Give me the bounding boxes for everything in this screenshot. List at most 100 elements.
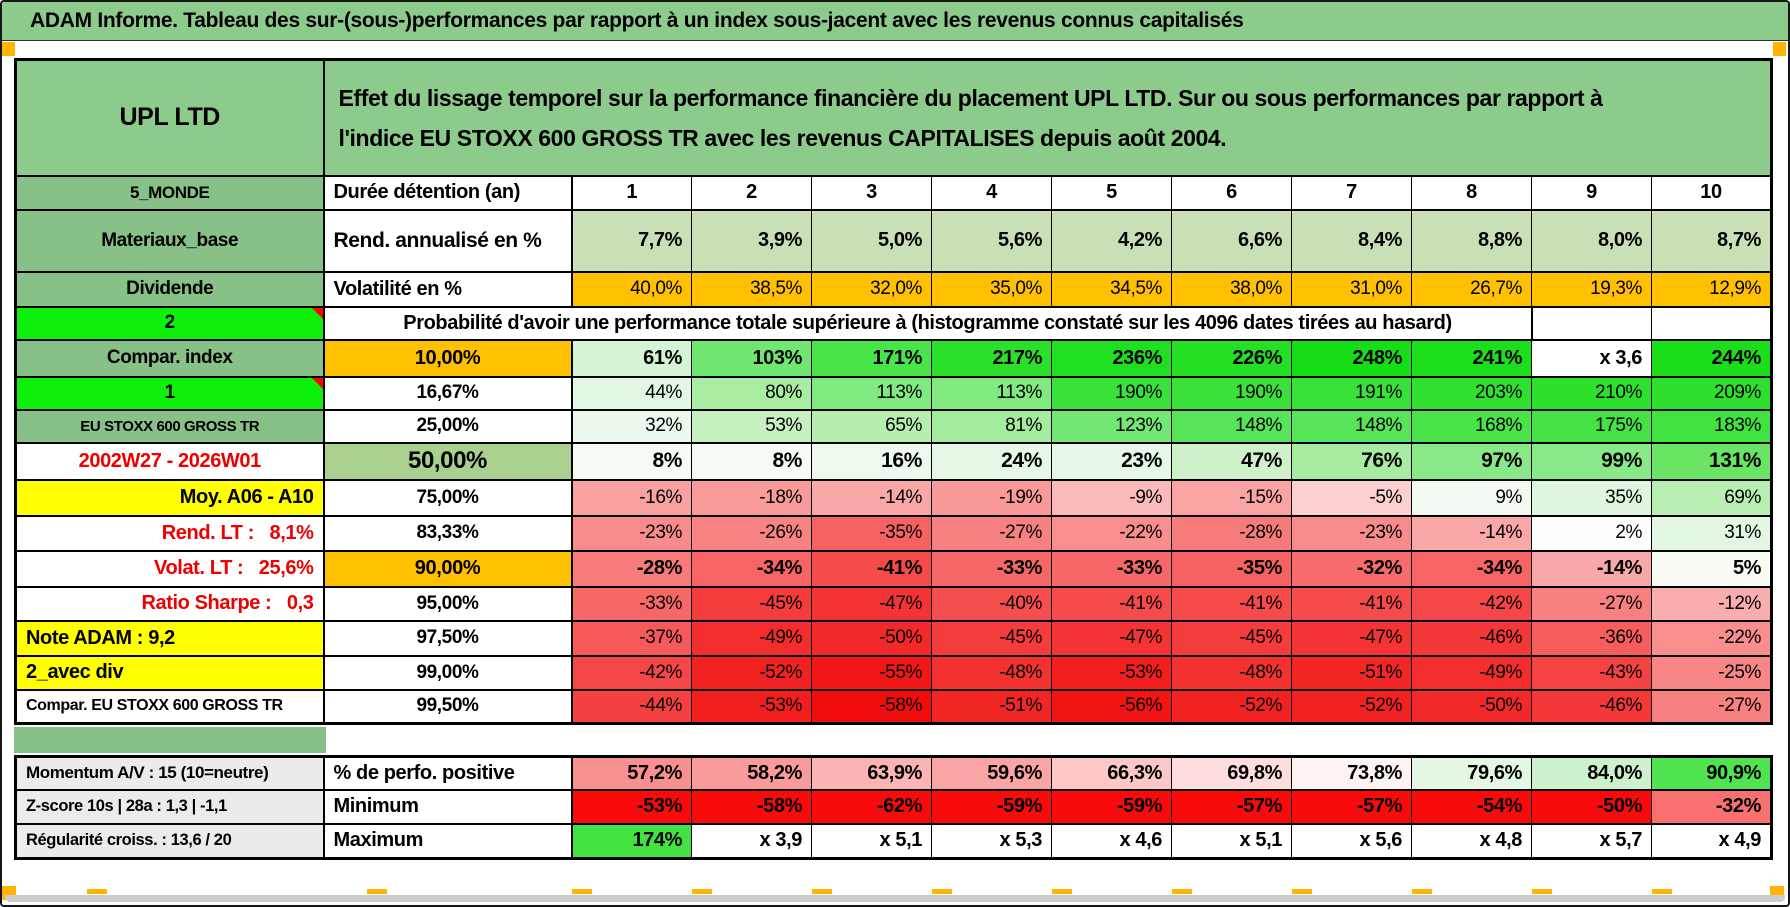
data-cell[interactable]: 123% <box>1051 408 1172 444</box>
data-cell[interactable]: 8% <box>571 441 692 481</box>
data-cell[interactable]: 9% <box>1411 478 1532 517</box>
data-cell[interactable]: 44% <box>571 375 692 411</box>
row-label[interactable]: Note ADAM : 9,2 <box>15 619 325 657</box>
row-head[interactable]: 25,00% <box>323 408 573 444</box>
data-cell[interactable]: -28% <box>571 549 692 588</box>
data-cell[interactable]: -23% <box>571 514 692 552</box>
data-cell[interactable]: 24% <box>931 441 1052 481</box>
data-cell[interactable]: -47% <box>811 585 932 622</box>
data-cell[interactable] <box>1650 305 1773 341</box>
data-cell[interactable]: x 5,7 <box>1531 822 1652 860</box>
data-cell[interactable]: x 3,9 <box>691 822 812 860</box>
data-cell[interactable]: 4 <box>931 174 1052 211</box>
data-cell[interactable]: -22% <box>1650 619 1773 657</box>
data-cell[interactable]: 35,0% <box>931 270 1052 308</box>
data-cell[interactable]: 63,9% <box>811 755 932 791</box>
data-cell[interactable]: 1 <box>571 174 692 211</box>
data-cell[interactable]: 209% <box>1650 375 1773 411</box>
row-head[interactable]: 83,33% <box>323 514 573 552</box>
data-cell[interactable]: -57% <box>1291 788 1412 825</box>
data-cell[interactable]: -52% <box>691 654 812 691</box>
row-head[interactable]: Minimum <box>323 788 573 825</box>
row-label[interactable]: 2 <box>15 305 325 341</box>
data-cell[interactable]: -48% <box>931 654 1052 691</box>
data-cell[interactable]: 8,8% <box>1411 208 1532 273</box>
data-cell[interactable]: 113% <box>811 375 932 411</box>
data-cell[interactable]: 34,5% <box>1051 270 1172 308</box>
row-label[interactable]: 2002W27 - 2026W01 <box>15 441 325 481</box>
data-cell[interactable]: 103% <box>691 338 812 378</box>
data-cell[interactable]: 148% <box>1171 408 1292 444</box>
data-cell[interactable]: -41% <box>1291 585 1412 622</box>
data-cell[interactable]: -54% <box>1411 788 1532 825</box>
data-cell[interactable]: 5,6% <box>931 208 1052 273</box>
row-head[interactable]: 10,00% <box>323 338 573 378</box>
data-cell[interactable]: 8,4% <box>1291 208 1412 273</box>
row-label[interactable]: Rend. LT : 8,1% <box>15 514 325 552</box>
row-head[interactable]: 99,00% <box>323 654 573 691</box>
data-cell[interactable]: x 4,6 <box>1051 822 1172 860</box>
data-cell[interactable]: 84,0% <box>1531 755 1652 791</box>
row-head[interactable]: 90,00% <box>323 549 573 588</box>
data-cell[interactable]: -49% <box>691 619 812 657</box>
data-cell[interactable]: 80% <box>691 375 812 411</box>
data-cell[interactable]: 26,7% <box>1411 270 1532 308</box>
row-head[interactable]: 16,67% <box>323 375 573 411</box>
data-cell[interactable]: 79,6% <box>1411 755 1532 791</box>
data-cell[interactable]: -41% <box>811 549 932 588</box>
data-cell[interactable]: 8% <box>691 441 812 481</box>
data-cell[interactable]: -42% <box>571 654 692 691</box>
data-cell[interactable]: -27% <box>1531 585 1652 622</box>
data-cell[interactable]: 191% <box>1291 375 1412 411</box>
data-cell[interactable]: 38,0% <box>1171 270 1292 308</box>
row-label[interactable]: Dividende <box>15 270 325 308</box>
data-cell[interactable]: 90,9% <box>1651 755 1772 791</box>
data-cell[interactable]: -34% <box>1411 549 1532 588</box>
data-cell[interactable]: 47% <box>1171 441 1292 481</box>
data-cell[interactable]: -45% <box>1171 619 1292 657</box>
data-cell[interactable]: 61% <box>571 338 692 378</box>
data-cell[interactable]: -37% <box>571 619 692 657</box>
data-cell[interactable]: 175% <box>1531 408 1652 444</box>
data-cell[interactable]: -18% <box>691 478 812 517</box>
data-cell[interactable]: -25% <box>1650 654 1773 691</box>
data-cell[interactable]: -9% <box>1051 478 1172 517</box>
data-cell[interactable]: 8 <box>1411 174 1532 211</box>
data-cell[interactable]: 81% <box>931 408 1052 444</box>
data-cell[interactable]: -59% <box>1051 788 1172 825</box>
data-cell[interactable]: 31,0% <box>1291 270 1412 308</box>
data-cell[interactable]: -14% <box>1411 514 1532 552</box>
data-cell[interactable]: -46% <box>1531 688 1652 725</box>
data-cell[interactable]: -48% <box>1171 654 1292 691</box>
row-label[interactable]: Compar. EU STOXX 600 GROSS TR <box>15 688 325 725</box>
data-cell[interactable]: 23% <box>1051 441 1172 481</box>
data-cell[interactable]: 2 <box>691 174 812 211</box>
data-cell[interactable]: 31% <box>1650 514 1773 552</box>
data-cell[interactable]: -51% <box>931 688 1052 725</box>
data-cell[interactable]: -22% <box>1051 514 1172 552</box>
data-cell[interactable]: -53% <box>571 788 692 825</box>
data-cell[interactable]: 7,7% <box>571 208 692 273</box>
data-cell[interactable]: -15% <box>1171 478 1292 517</box>
data-cell[interactable]: -32% <box>1651 788 1772 825</box>
row-head[interactable]: % de perfo. positive <box>323 755 573 791</box>
data-cell[interactable]: 58,2% <box>691 755 812 791</box>
data-cell[interactable]: -45% <box>931 619 1052 657</box>
data-cell[interactable]: -57% <box>1171 788 1292 825</box>
row-head[interactable]: Maximum <box>323 822 573 860</box>
data-cell[interactable]: 236% <box>1051 338 1172 378</box>
data-cell[interactable]: -33% <box>571 585 692 622</box>
data-cell[interactable]: 113% <box>931 375 1052 411</box>
data-cell[interactable]: 131% <box>1650 441 1773 481</box>
data-cell[interactable]: -33% <box>1051 549 1172 588</box>
data-cell[interactable]: 35% <box>1531 478 1652 517</box>
data-cell[interactable]: -49% <box>1411 654 1532 691</box>
row-label[interactable]: Ratio Sharpe : 0,3 <box>15 585 325 622</box>
data-cell[interactable]: 9 <box>1531 174 1652 211</box>
row-label[interactable]: Régularité croiss. : 13,6 / 20 <box>15 822 325 860</box>
data-cell[interactable]: 76% <box>1291 441 1412 481</box>
data-cell[interactable]: 2% <box>1531 514 1652 552</box>
data-cell[interactable]: -26% <box>691 514 812 552</box>
data-cell[interactable]: -32% <box>1291 549 1412 588</box>
data-cell[interactable]: -33% <box>931 549 1052 588</box>
